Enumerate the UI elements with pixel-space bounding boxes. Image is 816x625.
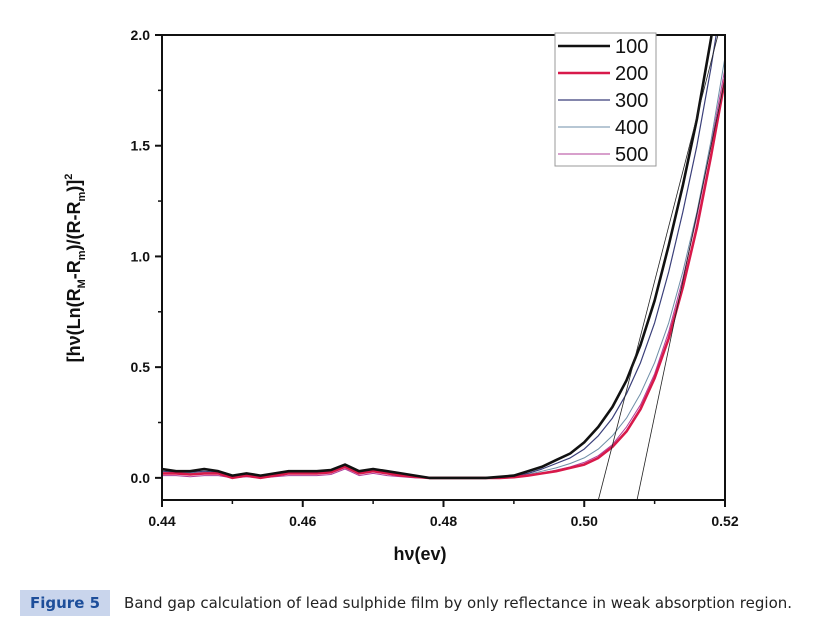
- series-line-100: [162, 35, 713, 480]
- x-tick-label: 0.50: [571, 513, 598, 529]
- legend-label: 300: [615, 90, 648, 112]
- legend-label: 100: [615, 36, 648, 58]
- legend-label: 400: [615, 117, 648, 139]
- y-tick-label: 0.5: [131, 359, 151, 375]
- y-axis-label: [hν(Ln(RM-Rm)/(R-Rm)]2: [63, 174, 88, 363]
- tangent-line-2: [636, 79, 725, 500]
- x-axis-label: hν(ev): [393, 544, 446, 564]
- figure-caption: Figure 5 Band gap calculation of lead su…: [20, 590, 792, 616]
- figure-label: Figure 5: [20, 590, 111, 616]
- x-tick-label: 0.44: [148, 513, 175, 529]
- y-tick-label: 0.0: [131, 470, 151, 486]
- caption-text: Band gap calculation of lead sulphide fi…: [124, 594, 793, 612]
- x-tick-label: 0.52: [711, 513, 738, 529]
- band-gap-chart: 0.44 0.46 0.48 0.50 0.52 0.0 0.5 1.0 1.5 2.0 hν(e…: [63, 27, 739, 564]
- y-tick-label: 1.0: [131, 248, 151, 264]
- y-tick-label: 1.5: [131, 138, 151, 154]
- legend-label: 200: [615, 63, 648, 85]
- tangent-line-1: [597, 35, 719, 500]
- x-tick-label: 0.48: [430, 513, 457, 529]
- x-tick-label: 0.46: [289, 513, 316, 529]
- legend-label: 500: [615, 144, 648, 166]
- y-tick-label: 2.0: [131, 27, 151, 43]
- legend: 100 200 300 400 500: [554, 32, 657, 167]
